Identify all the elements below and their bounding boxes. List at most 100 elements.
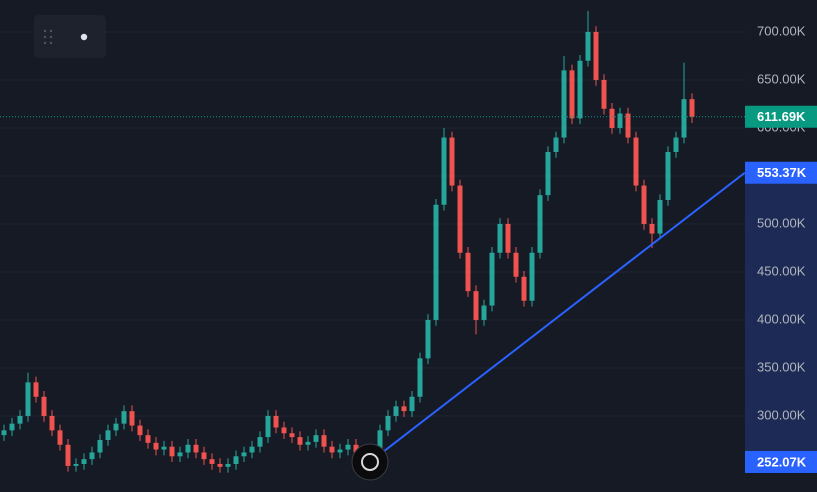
candle-body <box>513 252 519 277</box>
candle-body <box>497 223 503 253</box>
candle-body <box>153 442 159 450</box>
candle-body <box>249 446 255 453</box>
candle-body <box>177 452 183 457</box>
candle-body <box>265 415 271 438</box>
candle-body <box>33 382 39 397</box>
candle-body <box>489 252 495 306</box>
trendline-anchor-glyph <box>361 452 379 471</box>
last-price-label: 611.69K <box>757 109 806 124</box>
candle-body <box>297 437 303 445</box>
candle-body <box>473 291 479 320</box>
candle-body <box>401 406 407 412</box>
candle-body <box>425 319 431 359</box>
candle-body <box>281 427 287 434</box>
candle-body <box>337 449 343 453</box>
y-tick-label: 650.00K <box>757 71 806 86</box>
trendline <box>369 171 745 463</box>
candle-body <box>457 185 463 253</box>
candle-body <box>25 382 31 416</box>
y-tick-label: 350.00K <box>757 359 806 374</box>
candle-body <box>545 151 551 196</box>
candle-body <box>169 446 175 457</box>
candle-body <box>393 406 399 416</box>
candle-body <box>49 415 55 431</box>
trendline-end-label: 553.37K <box>757 165 807 180</box>
candle-body <box>433 204 439 320</box>
y-tick-label: 450.00K <box>757 263 806 278</box>
candle-body <box>673 137 679 152</box>
candle-body <box>521 276 527 301</box>
trendline-end-box <box>745 161 817 184</box>
candle-body <box>601 79 607 109</box>
candle-body <box>145 435 151 443</box>
candle-body <box>529 252 535 301</box>
candle-body <box>681 99 687 138</box>
candle-body <box>617 113 623 128</box>
candle-body <box>313 435 319 442</box>
candle-body <box>625 113 631 138</box>
candle-body <box>57 430 63 445</box>
candle-body <box>377 430 383 450</box>
y-tick-label: 500.00K <box>757 215 806 230</box>
candle-body <box>273 415 279 428</box>
candle-body <box>137 425 143 436</box>
price-axis: 300.00K350.00K400.00K450.00K500.00K550.0… <box>745 0 817 492</box>
candle-body <box>97 439 103 453</box>
candle-body <box>89 452 95 460</box>
toolbar-dot[interactable] <box>80 33 88 41</box>
candle-body <box>537 195 543 253</box>
candle-body <box>561 70 567 138</box>
candle-body <box>609 108 615 128</box>
y-tick-label: 400.00K <box>757 311 806 326</box>
candle-body <box>585 31 591 61</box>
candle-body <box>105 430 111 440</box>
candle-body <box>233 456 239 464</box>
candle-body <box>689 99 695 117</box>
candle-body <box>409 396 415 412</box>
candle-body <box>81 459 87 464</box>
candle-body <box>41 396 47 416</box>
toolbar-background <box>34 15 106 58</box>
candle-body <box>289 433 295 438</box>
drag-handle[interactable] <box>43 29 53 45</box>
candle-body <box>329 446 335 453</box>
candle-body <box>385 415 391 431</box>
candle-body <box>161 446 167 450</box>
y-tick-label: 700.00K <box>757 23 806 38</box>
candle-body <box>665 151 671 200</box>
candle-body <box>257 437 263 447</box>
candle-body <box>593 31 599 80</box>
candle-body <box>345 444 351 450</box>
candle-body <box>417 358 423 397</box>
candle-body <box>121 411 127 424</box>
trendline-range-highlight <box>745 172 817 462</box>
candle-body <box>553 137 559 152</box>
candle-body <box>657 199 663 234</box>
candle-body <box>441 137 447 205</box>
toolbar-widget[interactable] <box>34 15 106 58</box>
trendline-anchor-icon <box>351 443 389 481</box>
candle-body <box>649 223 655 234</box>
candle-body <box>321 435 327 447</box>
candle-body <box>569 70 575 119</box>
last-price-box <box>745 105 817 128</box>
candle-body <box>633 137 639 186</box>
candle-body <box>577 60 583 119</box>
candle-body <box>225 463 231 467</box>
candle-body <box>217 463 223 467</box>
candle-body <box>353 444 359 453</box>
candle-body <box>185 444 191 453</box>
candle-body <box>193 444 199 453</box>
candle-body <box>129 411 135 426</box>
candle-body <box>65 444 71 466</box>
candle-body <box>449 137 455 186</box>
candle-body <box>201 452 207 460</box>
plot-area <box>0 10 745 481</box>
trendline-start-box <box>745 450 817 473</box>
candle-body <box>241 452 247 457</box>
candle-body <box>209 459 215 464</box>
candle-body <box>17 415 23 424</box>
